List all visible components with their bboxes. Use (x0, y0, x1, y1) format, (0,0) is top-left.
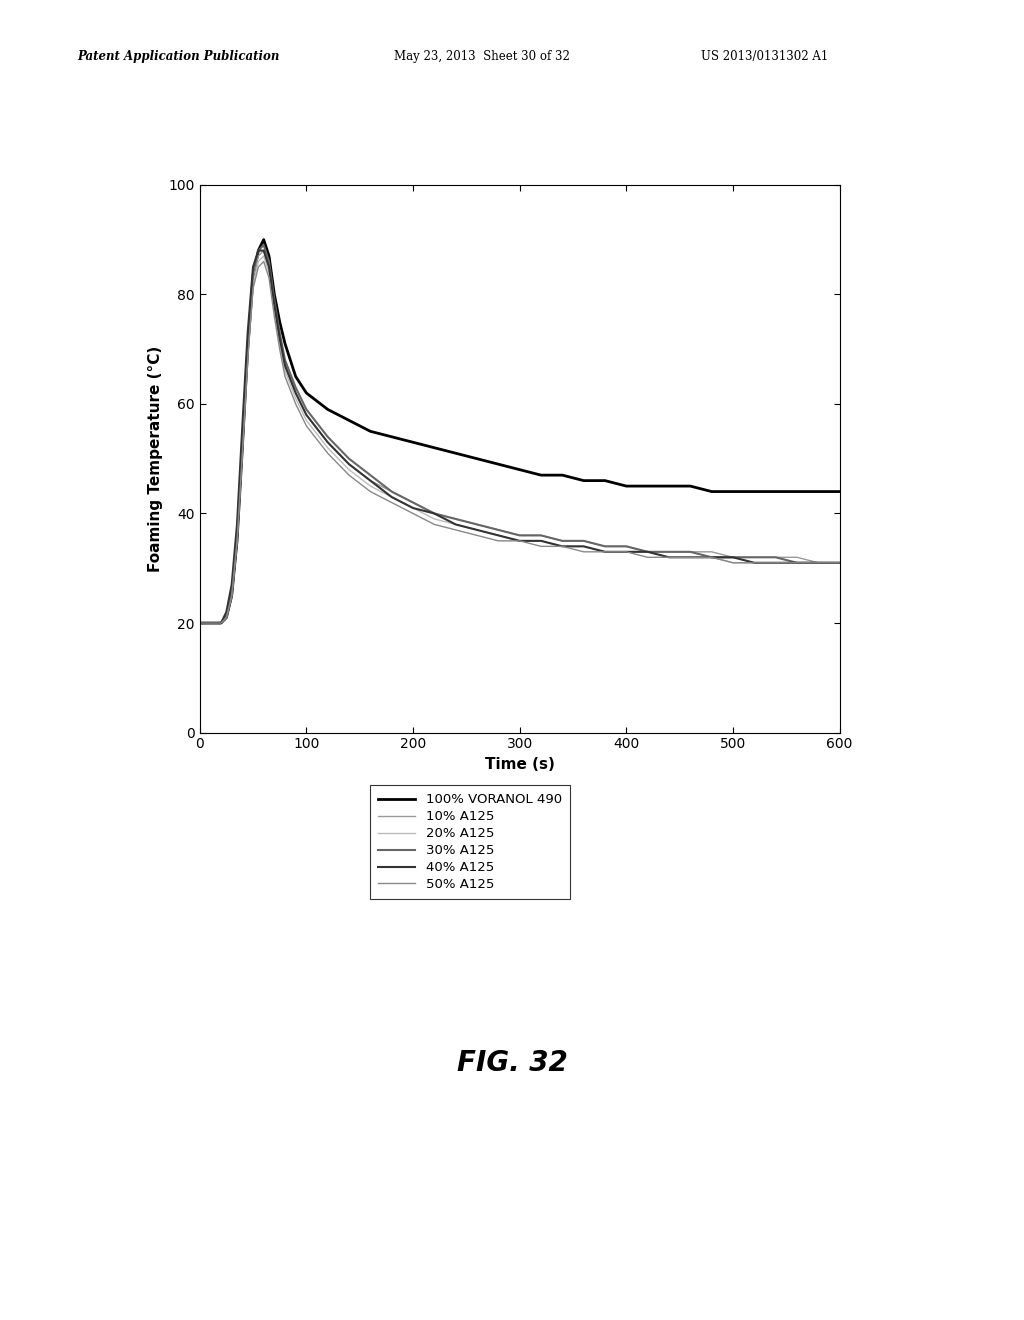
Text: May 23, 2013  Sheet 30 of 32: May 23, 2013 Sheet 30 of 32 (394, 50, 570, 63)
Text: FIG. 32: FIG. 32 (457, 1048, 567, 1077)
X-axis label: Time (s): Time (s) (484, 756, 555, 772)
Y-axis label: Foaming Temperature (°C): Foaming Temperature (°C) (147, 346, 163, 572)
Legend: 100% VORANOL 490, 10% A125, 20% A125, 30% A125, 40% A125, 50% A125: 100% VORANOL 490, 10% A125, 20% A125, 30… (370, 785, 569, 899)
Text: Patent Application Publication: Patent Application Publication (77, 50, 280, 63)
Text: US 2013/0131302 A1: US 2013/0131302 A1 (701, 50, 828, 63)
